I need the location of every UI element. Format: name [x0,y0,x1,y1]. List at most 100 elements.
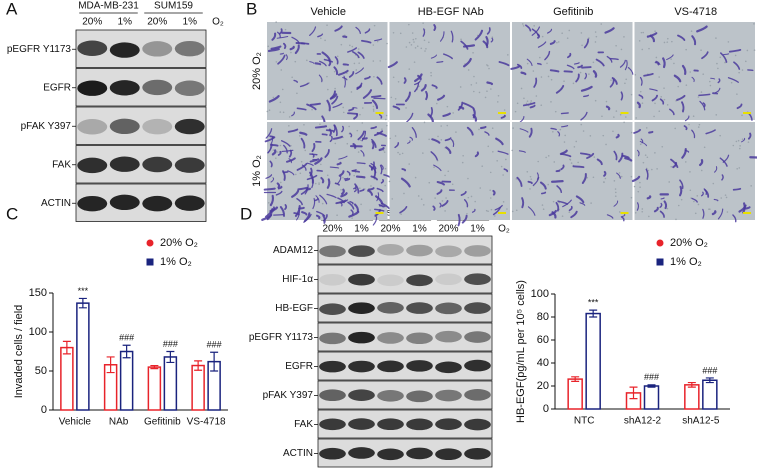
blot-band [109,80,140,96]
pore [342,176,344,179]
cell [371,99,379,110]
pore [552,130,554,133]
cell [430,54,437,59]
cell [267,143,273,154]
pore [394,135,397,137]
blot-strip [317,438,493,468]
cell [364,28,371,34]
error-bar [194,360,203,371]
y-tick-label: 50 [35,365,47,377]
cell [326,193,337,199]
pore [516,102,519,105]
cell [291,36,300,43]
pore [373,24,376,27]
cell [350,209,354,216]
legend-marker [656,258,664,266]
pore [422,204,425,206]
pore [485,209,488,212]
cell [278,28,283,35]
cell [474,151,480,158]
cell [431,84,438,89]
cell [631,175,641,183]
y-tick-label: 100 [531,288,549,300]
cell [649,88,658,92]
blot-band [174,195,205,211]
cell [568,205,573,212]
cell [285,54,288,61]
cell [462,57,472,68]
cell [298,206,305,210]
cell [318,74,323,83]
pore [666,41,669,43]
pore [685,48,687,51]
cell [516,176,523,187]
cell [711,210,717,216]
pore [592,61,595,64]
cell [360,149,365,157]
pore [692,115,695,118]
pore [515,178,518,180]
cell [651,94,659,102]
cell [347,47,358,53]
cell [420,83,427,92]
cell [471,208,476,213]
cell [378,146,385,152]
pore [348,125,350,128]
pore [529,188,531,190]
annotation: ### [644,372,659,382]
row-label: 20% O₂ [251,52,263,90]
cell [484,131,490,136]
pore [651,168,653,171]
cell [539,181,547,190]
pore [434,197,436,199]
pore [299,172,302,175]
cell [659,98,665,105]
pore [667,37,669,40]
y-tick-label: 40 [537,357,549,369]
pore [624,82,626,85]
pore [736,93,738,95]
pore [413,41,415,43]
column-title: VS-4718 [674,6,717,18]
micrograph [512,122,633,220]
blot-strip [317,409,493,439]
cell [544,50,551,61]
cell [436,180,445,186]
condition-label: 20% [322,224,342,235]
x-tick-label: Gefitinib [144,417,181,428]
pore [639,181,641,184]
cell [430,151,438,161]
blot-band [377,302,404,314]
cell [621,213,626,218]
pore [359,139,362,141]
cell [263,187,276,191]
cell [567,52,572,59]
pore [413,61,416,63]
cell [271,149,277,156]
pore [568,211,571,214]
pore [670,58,672,60]
cell [270,45,282,50]
pore [470,83,473,86]
blot-band [464,447,491,460]
cell [533,77,538,88]
cell [747,132,752,140]
cell [531,26,541,36]
cell [613,150,618,161]
cell [392,105,401,111]
pore [734,54,737,57]
blot-band [77,119,108,135]
cell [333,66,339,76]
blot-band [464,273,491,285]
pore [321,202,324,205]
cell [326,99,331,112]
cell [353,185,357,190]
pore [496,160,498,162]
cell [332,135,343,140]
cell [575,73,580,83]
cell [466,126,474,136]
legend-label: 1% O₂ [670,256,702,268]
pore [507,54,509,56]
cell [660,197,665,200]
pore [715,37,717,39]
